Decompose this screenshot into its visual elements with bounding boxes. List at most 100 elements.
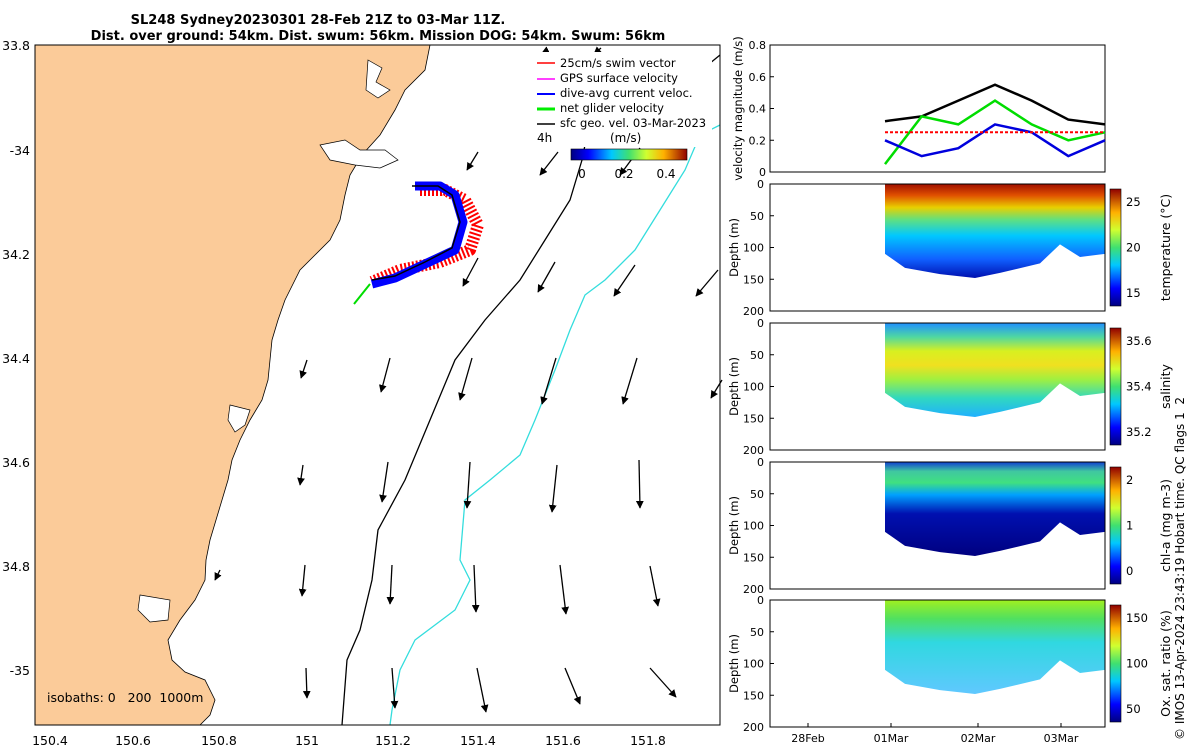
map-ytick-label: 33.8 bbox=[2, 38, 30, 53]
colorbar-unit: (m/s) bbox=[610, 131, 641, 145]
section-ytick-label: 100 bbox=[743, 242, 764, 255]
section-ytick-label: 50 bbox=[750, 626, 764, 639]
velocity-ytick-label: 0.8 bbox=[749, 39, 767, 52]
estuary-detail bbox=[319, 139, 399, 169]
map-xtick-label: 151.4 bbox=[460, 733, 496, 748]
legend-item-sfc-geo-velocity: sfc geo. vel. 03-Mar-2023 bbox=[537, 116, 706, 130]
section-ytick-label: 50 bbox=[750, 349, 764, 362]
section-ylabel: Depth (m) bbox=[727, 634, 741, 693]
map-ytick-label: -35 bbox=[10, 663, 30, 678]
map-panel: 25cm/s swim vector GPS surface velocity … bbox=[2, 38, 723, 748]
time-xtick-label: 03Mar bbox=[1044, 732, 1079, 745]
section-ytick-label: 0 bbox=[757, 178, 764, 191]
map-ytick-label: 34.2 bbox=[2, 247, 30, 262]
map-colorbar-tick: 0.2 bbox=[614, 167, 633, 181]
section-ylabel: Depth (m) bbox=[727, 357, 741, 416]
velocity-ytick-label: 0 bbox=[759, 166, 766, 179]
svg-text:net glider velocity: net glider velocity bbox=[560, 101, 664, 115]
section-colorbar-label: Ox. sat. ratio (%) bbox=[1158, 610, 1173, 717]
section-colorbar-tick: 100 bbox=[1126, 657, 1148, 671]
svg-text:25cm/s swim vector: 25cm/s swim vector bbox=[560, 56, 676, 70]
map-colorbar-tick: 0 bbox=[578, 167, 586, 181]
section-data-field bbox=[885, 184, 1105, 278]
estuary-detail-4 bbox=[137, 594, 171, 623]
section-ytick-label: 200 bbox=[743, 583, 764, 596]
section-ytick-label: 150 bbox=[743, 412, 764, 425]
legend-item-swim-vector: 25cm/s swim vector bbox=[537, 56, 676, 70]
svg-text:GPS surface velocity: GPS surface velocity bbox=[560, 71, 678, 85]
section-ytick-label: 100 bbox=[743, 520, 764, 533]
dive-avg-current-vectors bbox=[370, 181, 468, 289]
velocity-series-line bbox=[884, 123, 1106, 158]
section-colorbar-tick: 35.4 bbox=[1126, 380, 1152, 394]
title-line-1: SL248 Sydney20230301 28-Feb 21Z to 03-Ma… bbox=[131, 13, 506, 28]
isobaths-label: isobaths: 0 200 1000m bbox=[47, 690, 203, 705]
svg-text:dive-avg current veloc.: dive-avg current veloc. bbox=[560, 86, 693, 100]
section-colorbar-tick: 25 bbox=[1126, 195, 1141, 209]
section-colorbar-tick: 0 bbox=[1126, 564, 1133, 578]
section-ylabel: Depth (m) bbox=[727, 496, 741, 555]
glider-path bbox=[371, 185, 461, 281]
section-colorbar-tick: 35.6 bbox=[1126, 334, 1152, 348]
map-ytick-label: 34.4 bbox=[2, 351, 30, 366]
section-colorbar-label: salinity bbox=[1158, 363, 1173, 408]
map-colorbar bbox=[570, 148, 688, 161]
section-ytick-label: 150 bbox=[743, 551, 764, 564]
map-xtick-label: 151.8 bbox=[630, 733, 666, 748]
isobath-200m bbox=[341, 119, 591, 726]
time-series-panels: 0 0.2 0.4 0.6 0.8 velocity magnitude (m/s) 0 50… bbox=[727, 36, 1173, 745]
section-ytick-label: 200 bbox=[743, 444, 764, 457]
velocity-ytick-label: 0.2 bbox=[749, 134, 767, 147]
section-ytick-label: 150 bbox=[743, 689, 764, 702]
time-xtick-label: 28Feb bbox=[791, 732, 824, 745]
velocity-series-line bbox=[884, 99, 1106, 165]
section-ytick-label: 200 bbox=[743, 721, 764, 734]
map-ytick-label: -34 bbox=[10, 143, 30, 158]
map-frame bbox=[34, 44, 721, 726]
svg-text:sfc geo. vel. 03-Mar-2023: sfc geo. vel. 03-Mar-2023 bbox=[560, 116, 706, 130]
map-xtick-label: 150.6 bbox=[115, 733, 151, 748]
map-xtick-label: 150.4 bbox=[32, 733, 68, 748]
map-xtick-label: 150.8 bbox=[201, 733, 237, 748]
section-colorbar bbox=[1109, 466, 1122, 585]
isobath-1000m bbox=[389, 124, 721, 726]
map-xtick-label: 151 bbox=[295, 733, 319, 748]
estuary-detail-3 bbox=[227, 404, 251, 433]
section-ytick-label: 100 bbox=[743, 658, 764, 671]
section-ytick-label: 150 bbox=[743, 273, 764, 286]
section-ytick-label: 100 bbox=[743, 381, 764, 394]
legend-item-net-glider-velocity: net glider velocity bbox=[537, 101, 664, 115]
copyright-note: © IMOS 13-Apr-2024 23:43:19 Hobart time.… bbox=[1173, 397, 1187, 740]
section-data-field bbox=[885, 462, 1105, 556]
section-colorbar bbox=[1109, 327, 1122, 446]
section-ytick-label: 50 bbox=[750, 210, 764, 223]
title-line-2: Dist. over ground: 54km. Dist. swum: 56k… bbox=[91, 29, 666, 44]
map-ytick-label: 34.8 bbox=[2, 559, 30, 574]
section-ylabel: Depth (m) bbox=[727, 218, 741, 277]
velocity-ytick-label: 0.6 bbox=[749, 71, 767, 84]
section-ytick-label: 50 bbox=[750, 488, 764, 501]
section-data-field bbox=[885, 323, 1105, 417]
legend-item-gps-velocity: GPS surface velocity bbox=[537, 71, 678, 85]
section-colorbar-tick: 20 bbox=[1126, 241, 1141, 255]
map-x-axis: 150.4 150.6 150.8 151 151.2 151.4 151.6 … bbox=[32, 733, 666, 748]
map-xtick-label: 151.2 bbox=[375, 733, 411, 748]
colorbar-4h-label: 4h bbox=[537, 131, 552, 145]
section-colorbar bbox=[1109, 604, 1122, 723]
section-colorbar-tick: 35.2 bbox=[1126, 425, 1152, 439]
section-ytick-label: 0 bbox=[757, 317, 764, 330]
glider-track bbox=[353, 181, 484, 305]
legend-item-dive-avg-current: dive-avg current veloc. bbox=[537, 86, 693, 100]
estuary-detail-2 bbox=[365, 59, 391, 99]
map-colorbar-tick: 0.4 bbox=[656, 167, 675, 181]
velocity-ylabel: velocity magnitude (m/s) bbox=[731, 36, 745, 181]
section-colorbar bbox=[1109, 188, 1122, 307]
time-xtick-label: 01Mar bbox=[874, 732, 909, 745]
section-colorbar-tick: 2 bbox=[1126, 473, 1133, 487]
map-y-axis: 33.8 -34 34.2 34.4 34.6 34.8 -35 bbox=[2, 38, 30, 678]
map-xtick-label: 151.6 bbox=[545, 733, 581, 748]
section-ytick-label: 200 bbox=[743, 305, 764, 318]
map-ytick-label: 34.6 bbox=[2, 455, 30, 470]
section-ytick-label: 0 bbox=[757, 456, 764, 469]
